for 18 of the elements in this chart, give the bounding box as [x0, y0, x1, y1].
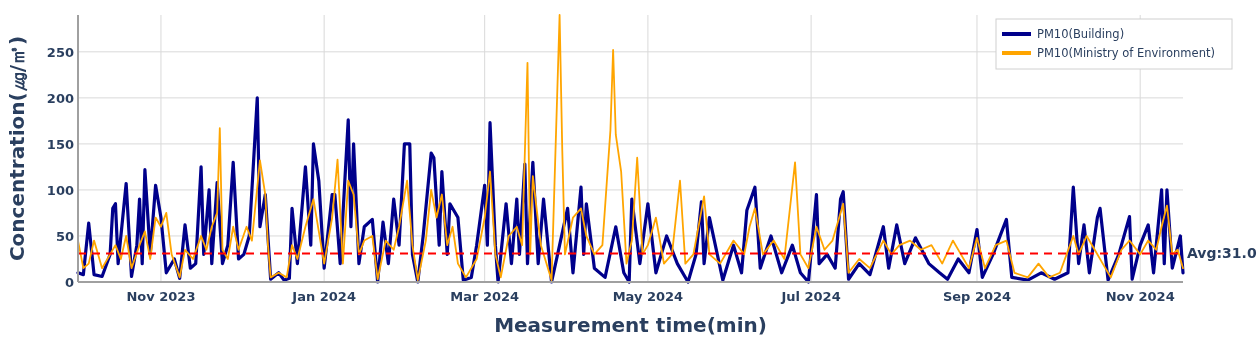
y-tick-label: 100: [46, 182, 74, 198]
legend-label: PM10(Ministry of Environment): [1037, 46, 1215, 60]
x-axis-title: Measurement time(min): [494, 313, 767, 337]
x-tick-label: Jan 2024: [291, 289, 356, 304]
x-tick-label: May 2024: [612, 289, 684, 304]
y-tick-label: 250: [46, 44, 74, 60]
y-tick-label: 200: [46, 90, 74, 106]
x-tick-label: Sep 2024: [942, 289, 1012, 304]
y-tick-label: 150: [46, 136, 74, 152]
x-tick-label: Jul 2024: [780, 289, 841, 304]
y-tick-label: 0: [64, 275, 74, 290]
x-tick-label: Nov 2023: [126, 289, 196, 304]
ref-line-label: Avg:31.0: [1187, 245, 1257, 262]
x-tick-label: Mar 2024: [450, 289, 520, 304]
legend-label: PM10(Building): [1037, 27, 1125, 41]
y-axis-title: Concentration(㎍/㎥): [5, 35, 29, 262]
y-tick-label: 50: [55, 228, 74, 244]
x-tick-label: Nov 2024: [1105, 289, 1175, 304]
